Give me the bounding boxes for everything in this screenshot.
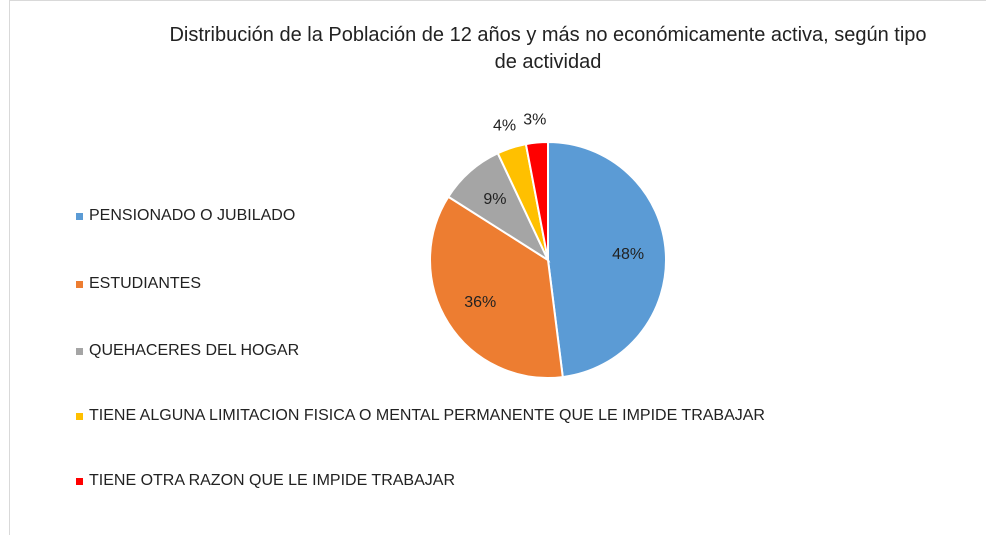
data-label: 48%: [612, 246, 644, 263]
legend-swatch: [76, 281, 83, 288]
data-label: 4%: [493, 118, 516, 135]
legend-item: PENSIONADO O JUBILADO: [76, 205, 789, 227]
legend-item: ESTUDIANTES: [76, 273, 789, 295]
chart-title: Distribución de la Población de 12 años …: [169, 24, 927, 73]
legend-label: TIENE OTRA RAZON QUE LE IMPIDE TRABAJAR: [89, 472, 455, 489]
legend-swatch: [76, 413, 83, 420]
legend-item: QUEHACERES DEL HOGAR: [76, 340, 789, 362]
legend-item: TIENE ALGUNA LIMITACION FISICA O MENTAL …: [76, 405, 789, 427]
legend-swatch: [76, 348, 83, 355]
data-label: 3%: [523, 111, 546, 128]
legend-label: PENSIONADO O JUBILADO: [89, 207, 296, 224]
legend-label: TIENE ALGUNA LIMITACION FISICA O MENTAL …: [89, 407, 765, 424]
data-label: 36%: [464, 294, 496, 311]
legend-label: ESTUDIANTES: [89, 275, 202, 292]
chart-border: [9, 0, 986, 535]
legend-label: QUEHACERES DEL HOGAR: [89, 342, 300, 359]
legend-swatch: [76, 213, 83, 220]
legend-item: TIENE OTRA RAZON QUE LE IMPIDE TRABAJAR: [76, 470, 789, 492]
data-label: 9%: [483, 191, 506, 208]
pie-slice: [547, 140, 667, 379]
pie-slice: [429, 195, 564, 379]
legend-swatch: [76, 478, 83, 485]
pie-slice: [524, 140, 549, 261]
